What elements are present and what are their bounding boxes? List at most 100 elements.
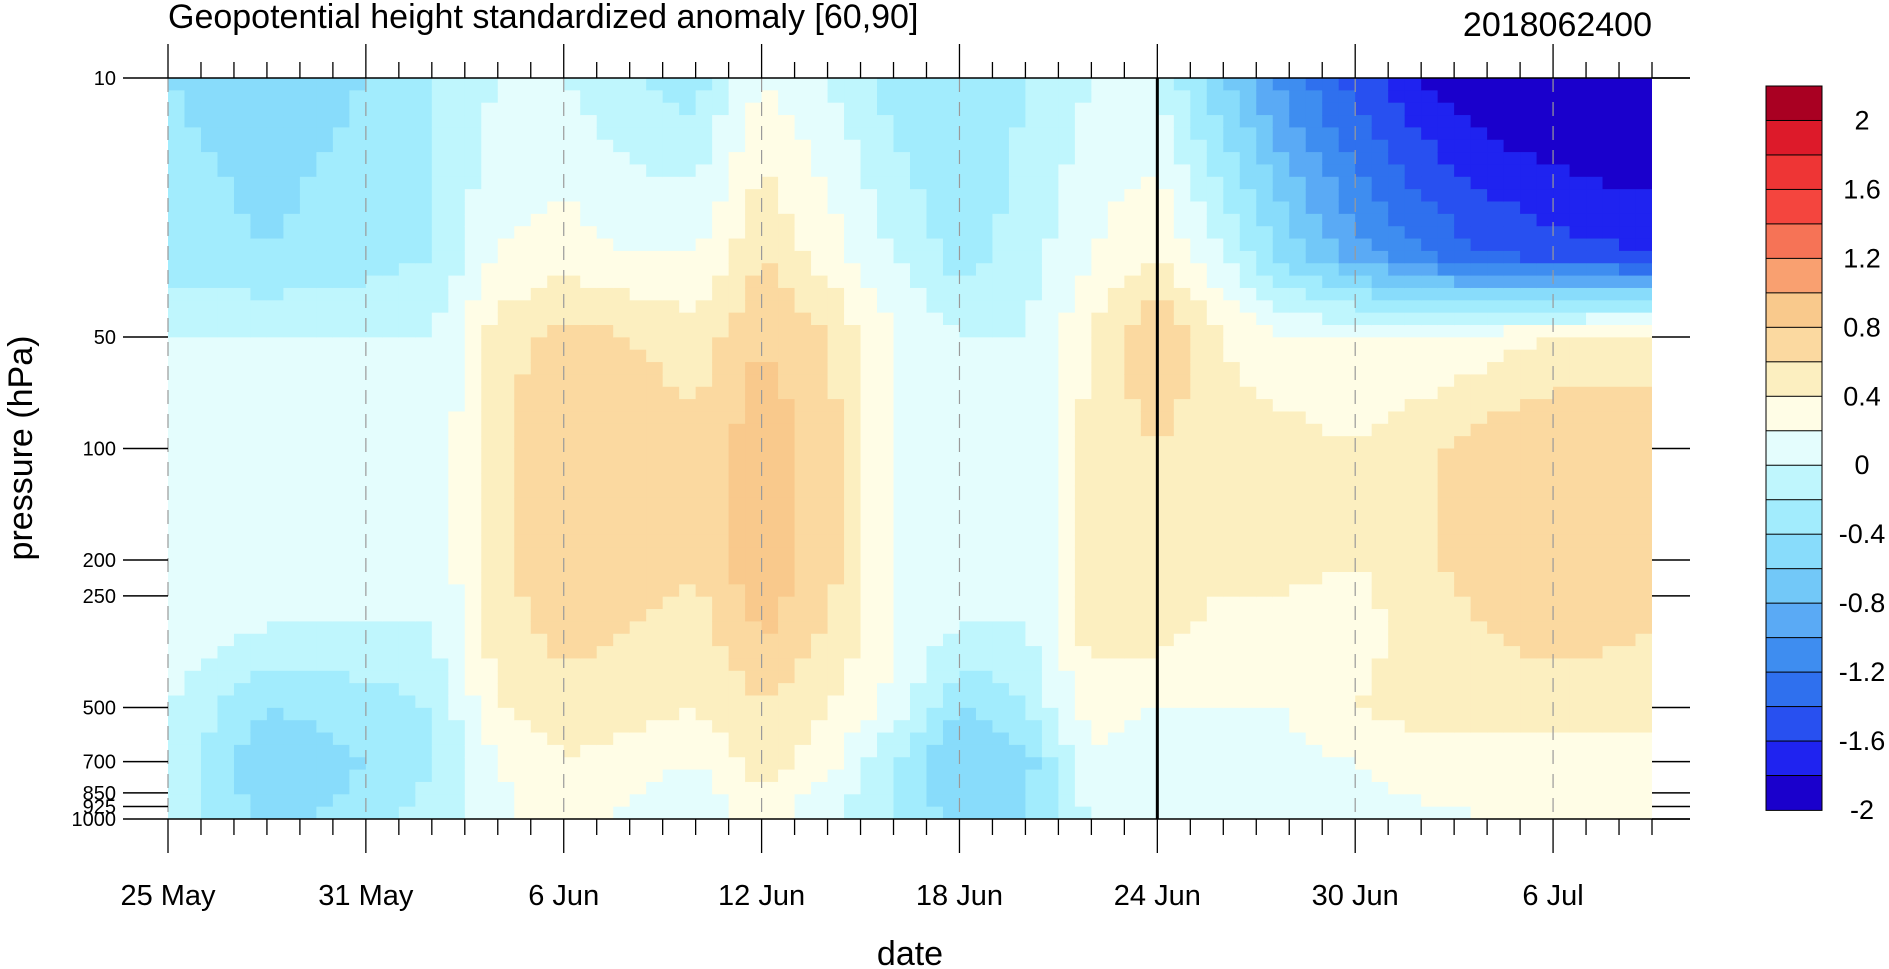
contour-cell (942, 757, 961, 771)
contour-cell (893, 362, 911, 375)
contour-cell (613, 695, 631, 709)
contour-cell (217, 670, 235, 684)
contour-cell (184, 226, 202, 240)
contour-cell (530, 757, 548, 771)
contour-cell (1338, 720, 1356, 734)
contour-cell (184, 781, 202, 795)
contour-cell (1487, 769, 1505, 783)
contour-cell (1091, 213, 1109, 227)
contour-cell (1256, 399, 1274, 413)
contour-cell (1404, 534, 1422, 548)
contour-cell (398, 337, 416, 351)
contour-cell (398, 794, 416, 808)
contour-cell (1206, 139, 1224, 153)
contour-cell (168, 423, 186, 437)
contour-cell (910, 238, 928, 252)
contour-cell (266, 423, 285, 437)
contour-cell (1074, 534, 1092, 548)
contour-cell (1470, 596, 1488, 610)
contour-cell (1124, 547, 1142, 561)
contour-cell (926, 90, 944, 104)
contour-cell (530, 287, 548, 301)
contour-cell (233, 164, 252, 178)
contour-cell (1289, 720, 1307, 734)
contour-cell (613, 263, 631, 277)
contour-cell (728, 139, 746, 153)
contour-cell (1388, 189, 1406, 203)
contour-cell (464, 769, 482, 783)
contour-cell (431, 485, 449, 499)
contour-cell (1173, 436, 1191, 450)
contour-cell (299, 325, 317, 338)
contour-cell (514, 78, 532, 91)
contour-cell (893, 584, 911, 598)
contour-cell (1074, 152, 1092, 166)
contour-cell (992, 473, 1010, 487)
contour-cell (1388, 78, 1406, 91)
contour-cell (200, 744, 219, 758)
contour-cell (233, 794, 252, 808)
contour-cell (1206, 362, 1224, 375)
contour-cell (1388, 399, 1406, 413)
contour-cell (1322, 757, 1340, 771)
contour-cell (1421, 349, 1439, 363)
contour-cell (1256, 127, 1274, 141)
contour-cell (992, 300, 1010, 314)
contour-cell (662, 473, 680, 487)
contour-cell (794, 238, 812, 252)
contour-cell (728, 164, 746, 178)
contour-cell (415, 164, 433, 178)
contour-cell (1173, 263, 1191, 277)
contour-cell (1107, 411, 1125, 425)
contour-cell (580, 609, 598, 622)
contour-cell (250, 485, 268, 499)
contour-cell (1256, 300, 1274, 314)
contour-cell (926, 522, 944, 536)
contour-cell (349, 572, 367, 585)
contour-cell (761, 78, 779, 91)
contour-cell (877, 806, 895, 819)
contour-cell (1223, 312, 1241, 326)
contour-cell (1107, 238, 1125, 252)
contour-cell (1470, 769, 1488, 783)
contour-cell (1041, 806, 1059, 819)
contour-cell (959, 287, 977, 301)
contour-cell (547, 176, 565, 190)
contour-cell (266, 572, 285, 585)
contour-cell (893, 90, 911, 104)
contour-cell (1256, 497, 1274, 511)
contour-cell (712, 102, 730, 116)
contour-cell (316, 744, 334, 758)
contour-cell (1338, 164, 1356, 178)
contour-cell (1256, 707, 1274, 721)
contour-cell (860, 683, 878, 697)
contour-cell (959, 78, 977, 91)
contour-cell (1157, 436, 1175, 450)
contour-cell (1091, 325, 1109, 338)
contour-cell (844, 534, 862, 548)
contour-cell (745, 744, 763, 758)
contour-cell (893, 349, 911, 363)
contour-cell (844, 189, 862, 203)
contour-cell (646, 658, 664, 672)
contour-cell (1025, 337, 1043, 351)
contour-cell (497, 522, 515, 536)
contour-cell (629, 621, 647, 635)
contour-cell (1107, 769, 1125, 783)
contour-cell (712, 386, 730, 400)
contour-cell (1338, 707, 1356, 721)
contour-cell (662, 250, 680, 264)
contour-cell (1074, 547, 1092, 561)
contour-cell (530, 621, 548, 635)
contour-cell (530, 189, 548, 203)
contour-cell (1437, 646, 1455, 660)
contour-cell (1190, 238, 1208, 252)
contour-cell (1025, 325, 1043, 338)
contour-cell (1223, 152, 1241, 166)
contour-cell (233, 547, 252, 561)
contour-cell (1239, 386, 1257, 400)
contour-cell (1520, 399, 1538, 413)
contour-cell (745, 485, 763, 499)
contour-cell (844, 510, 862, 524)
contour-cell (184, 572, 202, 585)
